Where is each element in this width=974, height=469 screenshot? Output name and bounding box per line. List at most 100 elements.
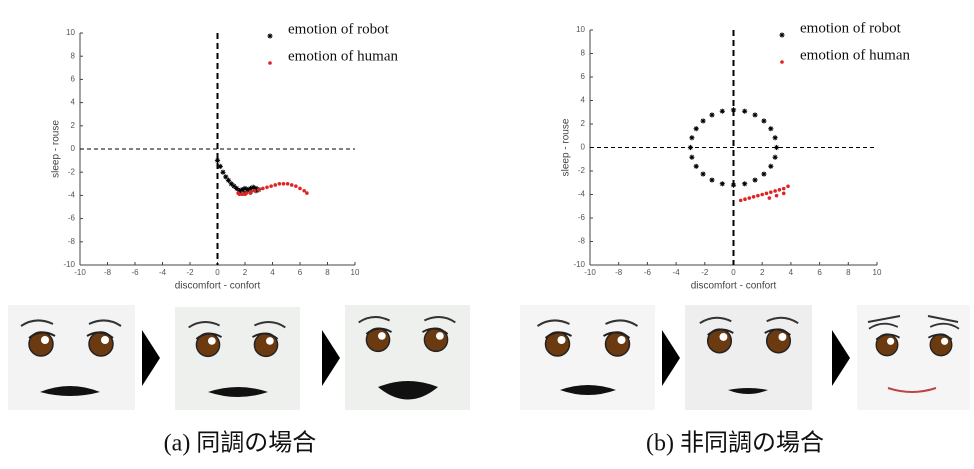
data-point — [298, 187, 302, 191]
data-point — [215, 158, 220, 163]
x-tick-label: -8 — [104, 268, 112, 277]
data-point — [290, 183, 294, 187]
y-tick-label: -2 — [68, 167, 76, 176]
data-point — [782, 187, 786, 191]
y-tick-label: 0 — [581, 143, 586, 152]
data-point — [218, 164, 223, 169]
x-tick-label: -6 — [131, 268, 139, 277]
data-point — [269, 184, 273, 188]
data-point — [742, 109, 747, 114]
data-point — [720, 109, 725, 114]
legend-label: emotion of robot — [288, 21, 390, 37]
data-point — [689, 135, 694, 140]
data-point — [752, 177, 757, 182]
data-point — [261, 187, 265, 191]
data-point — [273, 183, 277, 187]
y-tick-label: -6 — [578, 213, 586, 222]
legend-marker — [267, 33, 272, 38]
legend-marker — [779, 32, 784, 37]
x-axis-label: discomfort - confort — [691, 281, 777, 292]
data-point — [709, 112, 714, 117]
x-tick-label: 6 — [298, 268, 303, 277]
x-tick-label: 0 — [215, 268, 220, 277]
legend-label: emotion of robot — [800, 20, 902, 36]
data-point — [694, 126, 699, 131]
y-tick-label: -8 — [68, 237, 76, 246]
data-point — [786, 184, 790, 188]
y-tick-label: 6 — [71, 75, 76, 84]
data-point — [286, 182, 290, 186]
data-point — [223, 174, 228, 179]
data-point — [773, 155, 778, 160]
data-point — [302, 189, 306, 193]
data-point — [774, 145, 779, 150]
data-point — [747, 196, 751, 200]
x-tick-label: 10 — [351, 268, 360, 277]
data-point — [305, 191, 309, 195]
data-point — [220, 170, 225, 175]
data-point — [694, 164, 699, 169]
data-point — [768, 196, 772, 200]
y-tick-label: 10 — [576, 25, 585, 34]
data-point — [752, 112, 757, 117]
y-tick-label: 8 — [71, 51, 76, 60]
data-point — [278, 182, 282, 186]
data-point — [731, 183, 736, 188]
legend-marker — [268, 61, 272, 65]
data-point — [689, 155, 694, 160]
faces — [8, 305, 970, 410]
data-point — [768, 126, 773, 131]
data-point — [768, 164, 773, 169]
y-tick-label: 6 — [581, 72, 586, 81]
y-axis-label: sleep - rouse — [51, 120, 62, 178]
x-tick-label: 10 — [873, 268, 882, 277]
y-tick-label: 0 — [71, 144, 76, 153]
y-tick-label: -2 — [578, 166, 586, 175]
y-tick-label: -10 — [63, 260, 75, 269]
y-tick-label: -8 — [578, 237, 586, 246]
x-tick-label: 2 — [760, 268, 765, 277]
y-tick-label: 10 — [66, 28, 75, 37]
x-tick-label: -4 — [673, 268, 681, 277]
y-tick-label: 2 — [581, 119, 586, 128]
x-tick-label: 4 — [270, 268, 275, 277]
data-point — [769, 190, 773, 194]
y-tick-label: -4 — [68, 191, 76, 200]
data-point — [294, 184, 298, 188]
data-point — [782, 192, 786, 196]
y-tick-label: -6 — [68, 214, 76, 223]
data-point — [700, 171, 705, 176]
data-point — [243, 192, 247, 196]
data-point — [238, 192, 242, 196]
data-point — [688, 145, 693, 150]
data-point — [700, 118, 705, 123]
data-point — [226, 178, 231, 183]
y-tick-label: 4 — [71, 98, 76, 107]
y-tick-label: 8 — [581, 49, 586, 58]
caption: (b) 非同調の場合 — [646, 430, 824, 457]
data-point — [731, 107, 736, 112]
data-point — [760, 193, 764, 197]
data-point — [761, 118, 766, 123]
x-axis-label: discomfort - confort — [175, 281, 261, 292]
x-tick-label: 6 — [817, 268, 822, 277]
x-tick-label: 8 — [325, 268, 330, 277]
data-point — [743, 197, 747, 201]
legend-label: emotion of human — [800, 47, 910, 63]
data-point — [761, 171, 766, 176]
data-point — [742, 181, 747, 186]
data-point — [773, 189, 777, 193]
x-tick-label: -10 — [584, 268, 596, 277]
data-point — [756, 194, 760, 198]
data-point — [253, 189, 257, 193]
legend-label: emotion of human — [288, 48, 398, 64]
data-point — [265, 185, 269, 189]
data-point — [709, 177, 714, 182]
y-tick-label: 4 — [581, 96, 586, 105]
data-point — [249, 191, 253, 195]
data-point — [257, 188, 261, 192]
data-point — [775, 194, 779, 198]
legend-marker — [780, 60, 784, 64]
x-tick-label: -8 — [615, 268, 623, 277]
data-point — [752, 195, 756, 199]
